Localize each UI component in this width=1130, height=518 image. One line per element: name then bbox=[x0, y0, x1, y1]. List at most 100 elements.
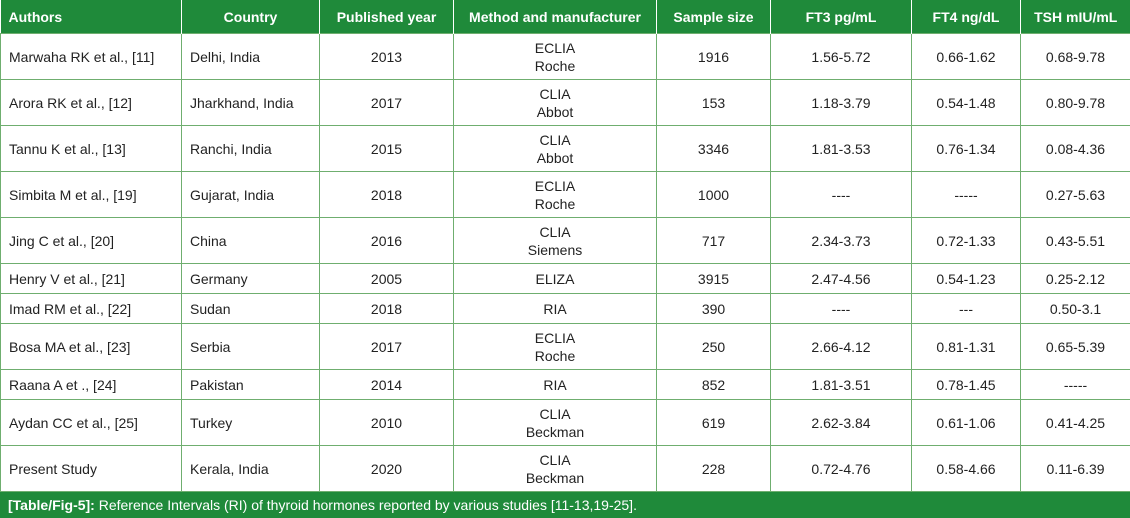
cell-ft3: 2.34-3.73 bbox=[771, 218, 912, 264]
cell-author: Raana A et ., [24] bbox=[1, 370, 182, 400]
manufacturer-name: Siemens bbox=[454, 241, 656, 259]
cell-country: Turkey bbox=[182, 400, 320, 446]
caption-text: Reference Intervals (RI) of thyroid horm… bbox=[95, 497, 637, 513]
cell-ft3: 2.47-4.56 bbox=[771, 264, 912, 294]
cell-author: Arora RK et al., [12] bbox=[1, 80, 182, 126]
manufacturer-name: Roche bbox=[454, 347, 656, 365]
cell-ft3: 2.66-4.12 bbox=[771, 324, 912, 370]
cell-country: China bbox=[182, 218, 320, 264]
cell-year: 2016 bbox=[320, 218, 454, 264]
cell-year: 2010 bbox=[320, 400, 454, 446]
cell-tsh: 0.80-9.78 bbox=[1021, 80, 1130, 126]
method-name: ECLIA bbox=[454, 177, 656, 195]
cell-ft3: 0.72-4.76 bbox=[771, 446, 912, 492]
cell-sample-size: 390 bbox=[657, 294, 771, 324]
manufacturer-name: Abbot bbox=[454, 103, 656, 121]
cell-ft3: 1.81-3.51 bbox=[771, 370, 912, 400]
cell-author: Marwaha RK et al., [11] bbox=[1, 34, 182, 80]
method-name: RIA bbox=[454, 300, 656, 318]
cell-year: 2018 bbox=[320, 172, 454, 218]
cell-sample-size: 619 bbox=[657, 400, 771, 446]
header-sample-size: Sample size bbox=[657, 0, 771, 34]
cell-ft4: 0.72-1.33 bbox=[912, 218, 1021, 264]
cell-sample-size: 153 bbox=[657, 80, 771, 126]
method-name: ELIZA bbox=[454, 270, 656, 288]
cell-tsh: 0.43-5.51 bbox=[1021, 218, 1130, 264]
cell-ft4: 0.81-1.31 bbox=[912, 324, 1021, 370]
cell-sample-size: 250 bbox=[657, 324, 771, 370]
cell-sample-size: 3346 bbox=[657, 126, 771, 172]
cell-author: Present Study bbox=[1, 446, 182, 492]
method-name: CLIA bbox=[454, 131, 656, 149]
reference-interval-table: Authors Country Published year Method an… bbox=[0, 0, 1130, 492]
cell-sample-size: 717 bbox=[657, 218, 771, 264]
cell-ft3: 2.62-3.84 bbox=[771, 400, 912, 446]
cell-country: Serbia bbox=[182, 324, 320, 370]
cell-country: Pakistan bbox=[182, 370, 320, 400]
cell-tsh: 0.25-2.12 bbox=[1021, 264, 1130, 294]
header-published-year: Published year bbox=[320, 0, 454, 34]
method-name: CLIA bbox=[454, 85, 656, 103]
cell-method: RIA bbox=[454, 294, 657, 324]
cell-author: Jing C et al., [20] bbox=[1, 218, 182, 264]
cell-ft4: 0.66-1.62 bbox=[912, 34, 1021, 80]
cell-sample-size: 3915 bbox=[657, 264, 771, 294]
method-name: ECLIA bbox=[454, 329, 656, 347]
cell-sample-size: 1000 bbox=[657, 172, 771, 218]
header-ft4: FT4 ng/dL bbox=[912, 0, 1021, 34]
cell-country: Germany bbox=[182, 264, 320, 294]
cell-tsh: ----- bbox=[1021, 370, 1130, 400]
cell-year: 2014 bbox=[320, 370, 454, 400]
cell-author: Aydan CC et al., [25] bbox=[1, 400, 182, 446]
cell-ft3: 1.18-3.79 bbox=[771, 80, 912, 126]
manufacturer-name: Abbot bbox=[454, 149, 656, 167]
cell-ft3: ---- bbox=[771, 294, 912, 324]
cell-ft3: ---- bbox=[771, 172, 912, 218]
table-caption: [Table/Fig-5]: Reference Intervals (RI) … bbox=[0, 492, 1130, 518]
cell-year: 2015 bbox=[320, 126, 454, 172]
cell-author: Imad RM et al., [22] bbox=[1, 294, 182, 324]
cell-sample-size: 228 bbox=[657, 446, 771, 492]
cell-method: ELIZA bbox=[454, 264, 657, 294]
method-name: CLIA bbox=[454, 405, 656, 423]
cell-year: 2017 bbox=[320, 324, 454, 370]
cell-country: Sudan bbox=[182, 294, 320, 324]
cell-ft4: 0.78-1.45 bbox=[912, 370, 1021, 400]
cell-method: RIA bbox=[454, 370, 657, 400]
cell-ft4: 0.61-1.06 bbox=[912, 400, 1021, 446]
cell-author: Simbita M et al., [19] bbox=[1, 172, 182, 218]
cell-country: Ranchi, India bbox=[182, 126, 320, 172]
header-country: Country bbox=[182, 0, 320, 34]
cell-sample-size: 852 bbox=[657, 370, 771, 400]
cell-year: 2013 bbox=[320, 34, 454, 80]
manufacturer-name: Beckman bbox=[454, 469, 656, 487]
cell-tsh: 0.68-9.78 bbox=[1021, 34, 1130, 80]
cell-ft4: 0.54-1.48 bbox=[912, 80, 1021, 126]
header-row: Authors Country Published year Method an… bbox=[1, 0, 1130, 34]
cell-country: Gujarat, India bbox=[182, 172, 320, 218]
cell-year: 2017 bbox=[320, 80, 454, 126]
cell-country: Jharkhand, India bbox=[182, 80, 320, 126]
cell-country: Delhi, India bbox=[182, 34, 320, 80]
